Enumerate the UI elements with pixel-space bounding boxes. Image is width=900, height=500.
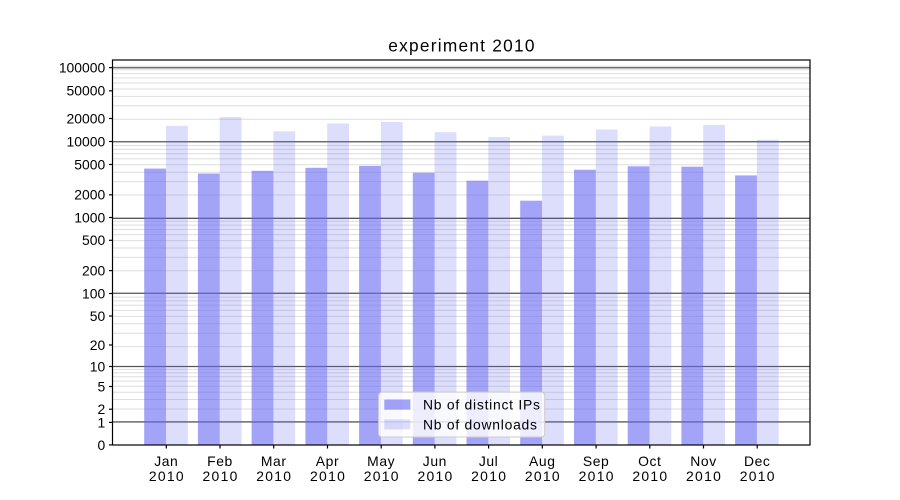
svg-text:2: 2	[97, 401, 105, 417]
svg-text:10000: 10000	[67, 133, 106, 149]
svg-text:Jun: Jun	[423, 453, 447, 469]
svg-text:20: 20	[90, 337, 106, 353]
svg-text:Aug: Aug	[529, 453, 556, 469]
svg-text:1: 1	[97, 414, 105, 430]
svg-text:Dec: Dec	[744, 453, 771, 469]
svg-text:2010: 2010	[310, 468, 346, 484]
svg-text:Feb: Feb	[207, 453, 233, 469]
svg-text:10: 10	[90, 358, 106, 374]
svg-text:2010: 2010	[203, 468, 239, 484]
svg-text:May: May	[367, 453, 395, 469]
svg-text:Sep: Sep	[583, 453, 610, 469]
svg-text:2010: 2010	[740, 468, 776, 484]
svg-text:Mar: Mar	[261, 453, 287, 469]
svg-text:500: 500	[82, 232, 105, 248]
svg-text:5: 5	[97, 378, 105, 394]
svg-text:Nb of downloads: Nb of downloads	[423, 417, 538, 433]
svg-text:Jul: Jul	[479, 453, 499, 469]
svg-text:2010: 2010	[364, 468, 400, 484]
svg-text:Oct: Oct	[638, 453, 661, 469]
svg-text:2010: 2010	[256, 468, 292, 484]
svg-text:experiment 2010: experiment 2010	[388, 35, 535, 55]
svg-text:2010: 2010	[417, 468, 453, 484]
svg-text:20000: 20000	[67, 110, 106, 126]
svg-text:Nov: Nov	[690, 453, 717, 469]
svg-text:200: 200	[82, 262, 105, 278]
svg-text:Apr: Apr	[316, 453, 339, 469]
svg-text:0: 0	[97, 437, 105, 453]
svg-text:5000: 5000	[74, 156, 105, 172]
svg-text:2010: 2010	[686, 468, 722, 484]
svg-text:Jan: Jan	[154, 453, 178, 469]
svg-text:1000: 1000	[74, 209, 105, 225]
svg-text:50: 50	[90, 308, 106, 324]
svg-text:50000: 50000	[67, 83, 106, 99]
svg-text:2010: 2010	[525, 468, 561, 484]
svg-text:2010: 2010	[632, 468, 668, 484]
svg-text:2000: 2000	[74, 187, 105, 203]
svg-text:2010: 2010	[579, 468, 615, 484]
svg-text:100: 100	[82, 285, 105, 301]
svg-text:2010: 2010	[471, 468, 507, 484]
svg-text:Nb of distinct IPs: Nb of distinct IPs	[423, 397, 541, 413]
svg-text:100000: 100000	[59, 59, 106, 75]
svg-text:2010: 2010	[149, 468, 185, 484]
